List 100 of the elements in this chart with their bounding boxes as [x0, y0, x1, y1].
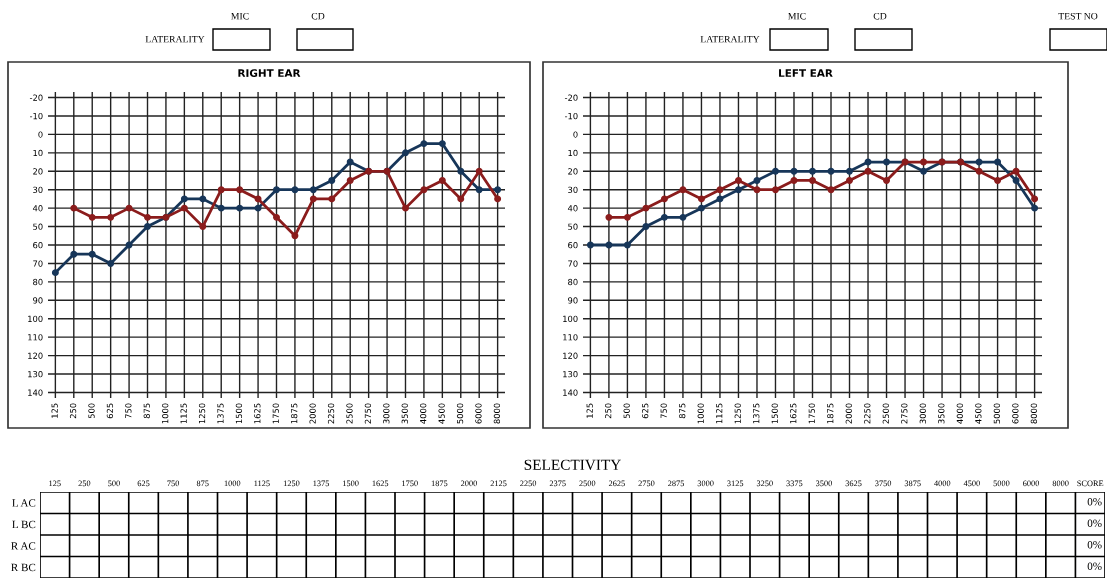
x-tick-label: 500: [623, 403, 630, 419]
y-tick-label: 0: [38, 131, 43, 138]
y-tick-label: 110: [28, 334, 43, 341]
y-tick-label: 140: [563, 389, 578, 396]
x-tick-label: 4000: [420, 403, 427, 424]
y-tick-label: 110: [563, 334, 578, 341]
x-tick-label: 1500: [235, 403, 243, 424]
point: [809, 177, 816, 184]
x-tick-label: 3375: [786, 480, 803, 487]
point: [642, 223, 650, 231]
point: [236, 186, 244, 194]
point: [291, 186, 299, 194]
x-tick-label: 2000: [309, 403, 316, 424]
point: [1031, 195, 1039, 203]
point: [346, 177, 354, 184]
x-tick-label: 1500: [343, 480, 359, 487]
point: [697, 195, 705, 203]
point: [734, 186, 742, 194]
x-tick-label: 4500: [963, 480, 980, 487]
x-tick-label: 8000: [1030, 403, 1038, 424]
y-tick-label: 10: [33, 149, 43, 157]
y-tick-label: 60: [568, 241, 578, 249]
y-tick-label: 80: [568, 278, 578, 286]
x-tick-label: 4500: [438, 403, 445, 424]
x-tick-label: 2375: [549, 480, 566, 487]
point: [438, 177, 446, 184]
x-tick-label: 500: [88, 403, 95, 419]
x-tick-label: 1125: [254, 480, 270, 487]
text: MIC: [231, 12, 249, 20]
data-label: 0%: [1087, 519, 1102, 528]
point: [660, 195, 668, 203]
data-label: 0%: [1087, 498, 1102, 506]
point: [642, 204, 650, 212]
y-tick-label: 20: [568, 168, 578, 175]
point: [975, 158, 983, 166]
x-tick-label: 1625: [372, 480, 389, 487]
point: [772, 186, 779, 194]
point: [827, 167, 835, 175]
y-tick-label: 40: [567, 205, 578, 212]
x-tick-label: 3500: [816, 480, 832, 487]
point: [920, 158, 928, 166]
x-tick-label: 4000: [956, 403, 963, 424]
y-tick-label: 90: [568, 297, 578, 304]
point: [494, 186, 502, 194]
x-tick-label: 3125: [727, 480, 744, 487]
y-tick-label: 30: [33, 186, 43, 193]
point: [809, 167, 816, 175]
x-tick-label: 3500: [401, 403, 408, 424]
chart-title: RIGHT EAR: [238, 69, 301, 78]
x-tick-label: 1625: [254, 403, 261, 424]
point: [883, 158, 891, 166]
y-tick-label: R BC: [11, 563, 36, 572]
y-tick-label: 40: [32, 205, 43, 212]
chart-title: SELECTIVITY: [524, 459, 621, 471]
y-tick-label: -20: [29, 94, 43, 101]
point: [236, 204, 244, 212]
point: [199, 195, 207, 203]
point: [273, 213, 280, 221]
point: [254, 195, 262, 203]
point: [420, 140, 428, 148]
x-tick-label: 1375: [753, 403, 760, 424]
x-tick-label: 1625: [790, 403, 797, 424]
x-tick-label: 2500: [346, 403, 353, 424]
data-label: 0%: [1087, 541, 1102, 549]
point: [309, 195, 317, 203]
x-tick-label: 4000: [934, 480, 951, 487]
point: [586, 241, 594, 249]
y-tick-label: R AC: [11, 542, 36, 550]
y-tick-label: L AC: [12, 499, 36, 507]
point: [107, 213, 115, 221]
point: [475, 167, 483, 175]
x-tick-label: 1125: [180, 403, 187, 424]
text: MIC: [788, 12, 806, 20]
y-tick-label: 10: [568, 149, 578, 157]
text: CD: [311, 12, 325, 20]
x-tick-label: 1000: [224, 480, 241, 487]
x-tick-label: 3250: [756, 480, 773, 487]
point: [716, 195, 724, 203]
x-tick-label: 5000: [993, 480, 1010, 487]
y-tick-label: 130: [563, 371, 578, 378]
point: [753, 177, 761, 184]
point: [107, 259, 115, 267]
y-tick-label: 100: [28, 315, 43, 323]
x-tick-label: 875: [196, 480, 209, 487]
x-tick-label: 125: [51, 403, 58, 418]
y-tick-label: 0: [573, 131, 578, 138]
point: [438, 140, 446, 148]
point: [716, 186, 724, 194]
x-tick-label: 875: [679, 403, 686, 419]
text: TEST NO: [1058, 12, 1098, 20]
x-tick-label: 1000: [697, 403, 704, 424]
y-tick-label: 80: [33, 278, 43, 286]
point: [346, 158, 354, 166]
point: [217, 204, 225, 212]
x-tick-label: 250: [78, 480, 91, 487]
x-tick-label: 3000: [383, 403, 390, 424]
x-tick-label: 3750: [875, 480, 892, 487]
x-tick-label: 1875: [827, 403, 834, 424]
x-tick-label: 625: [642, 403, 649, 419]
x-tick-label: 1500: [771, 403, 778, 424]
